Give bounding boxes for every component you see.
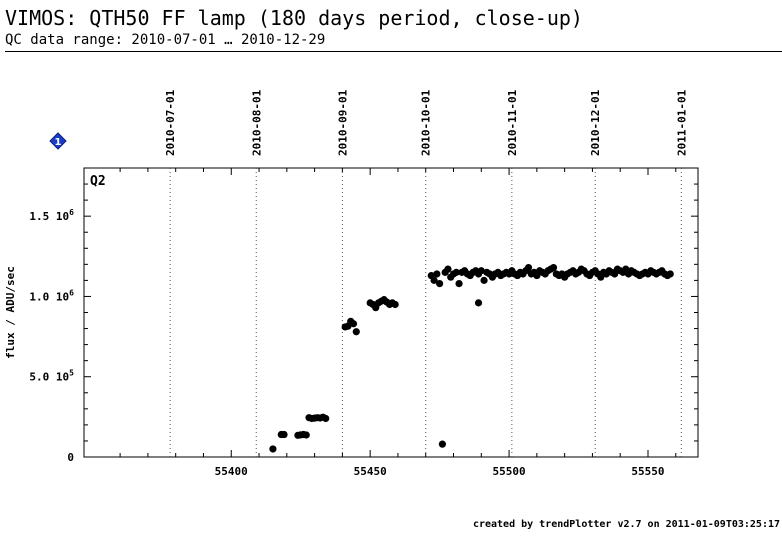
data-point xyxy=(452,268,460,276)
date-label: 2010-11-01 xyxy=(506,89,519,156)
data-point xyxy=(280,430,288,439)
data-point xyxy=(438,440,446,448)
footer-credit: created by trendPlotter v2.7 on 2011-01-… xyxy=(472,519,780,530)
chart-title: VIMOS: QTH50 FF lamp (180 days period, c… xyxy=(5,6,583,30)
panel-label: Q2 xyxy=(90,174,106,189)
data-point xyxy=(474,299,483,307)
plot-frame xyxy=(83,167,699,458)
x-tick-label: 55400 xyxy=(215,465,248,478)
data-point xyxy=(666,270,674,278)
x-tick-label: 55500 xyxy=(493,465,526,478)
x-tick-label: 55450 xyxy=(354,465,387,478)
data-point xyxy=(302,431,310,439)
data-point xyxy=(444,265,452,273)
data-point xyxy=(391,300,399,309)
data-point xyxy=(549,263,558,272)
y-tick-label: 1.0 106 xyxy=(29,288,74,303)
data-point xyxy=(524,263,533,272)
marker-label: 1 xyxy=(55,137,62,148)
date-label: 2010-07-01 xyxy=(164,89,177,156)
title-divider xyxy=(5,51,782,52)
data-point xyxy=(352,328,360,336)
data-point xyxy=(269,445,277,453)
y-tick-label: 5.0 105 xyxy=(29,369,74,384)
data-point xyxy=(477,267,485,275)
y-tick-label: 0 xyxy=(67,451,74,464)
data-point xyxy=(322,414,330,423)
chart-subtitle: QC data range: 2010-07-01 … 2010-12-29 xyxy=(5,32,326,48)
data-point xyxy=(433,270,441,278)
data-point xyxy=(430,276,438,284)
date-label: 2010-09-01 xyxy=(336,89,349,156)
y-axis-label: flux / ADU/sec xyxy=(4,266,17,359)
date-label: 2010-08-01 xyxy=(250,89,263,156)
x-tick-label: 55550 xyxy=(631,465,664,478)
data-point xyxy=(455,280,463,288)
data-point xyxy=(349,320,358,328)
date-label: 2010-12-01 xyxy=(589,89,602,156)
y-tick-label: 1.5 106 xyxy=(29,208,74,223)
date-label: 2010-10-01 xyxy=(420,89,433,156)
date-label: 2011-01-01 xyxy=(675,89,688,156)
data-point xyxy=(436,280,444,288)
data-point xyxy=(480,276,488,284)
marker-diamond-icon xyxy=(49,132,67,150)
